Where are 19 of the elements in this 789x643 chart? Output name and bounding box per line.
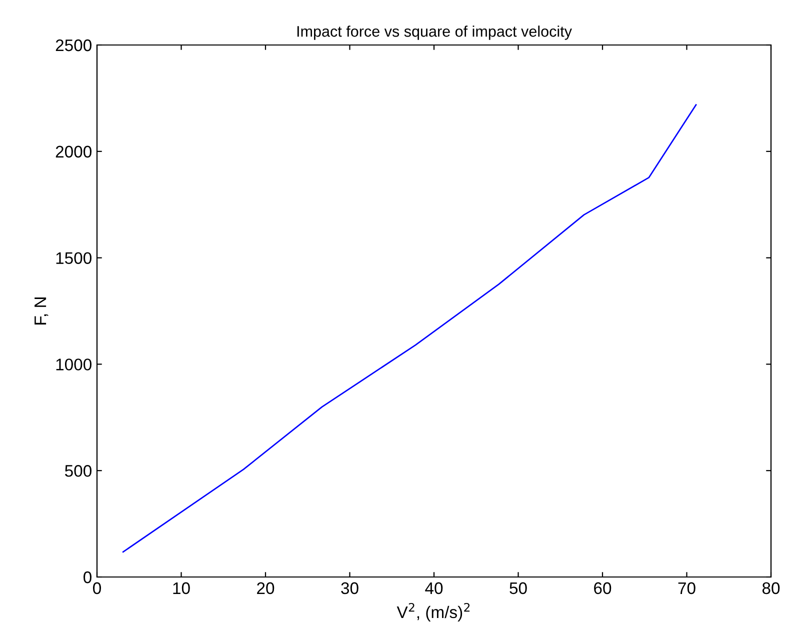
- x-tick-label: 10: [173, 582, 190, 594]
- y-tick-label: 2500: [56, 39, 92, 52]
- chart-title: Impact force vs square of impact velocity: [297, 26, 572, 40]
- x-tick-label: 30: [341, 582, 358, 594]
- y-tick-label: 1500: [56, 252, 92, 264]
- y-axis-title: F, N: [34, 298, 48, 324]
- x-tick-label: 70: [678, 582, 696, 594]
- y-tick-label: 1000: [56, 358, 92, 370]
- y-tick-label: 2000: [56, 146, 92, 158]
- x-tick-label: 20: [257, 582, 274, 594]
- x-tick-label: 50: [510, 582, 527, 594]
- y-tick-label: 500: [65, 465, 92, 477]
- x-tick-label: 40: [425, 582, 443, 594]
- x-tick-label: 80: [762, 582, 780, 594]
- line-series: [122, 104, 697, 553]
- x-axis-title: V$^{2}$, (m/s)$^{2}$: [396, 602, 470, 622]
- x-tick-label: 60: [594, 582, 612, 594]
- y-tick-label: 0: [84, 571, 92, 584]
- x-tick-label: 0: [93, 582, 101, 594]
